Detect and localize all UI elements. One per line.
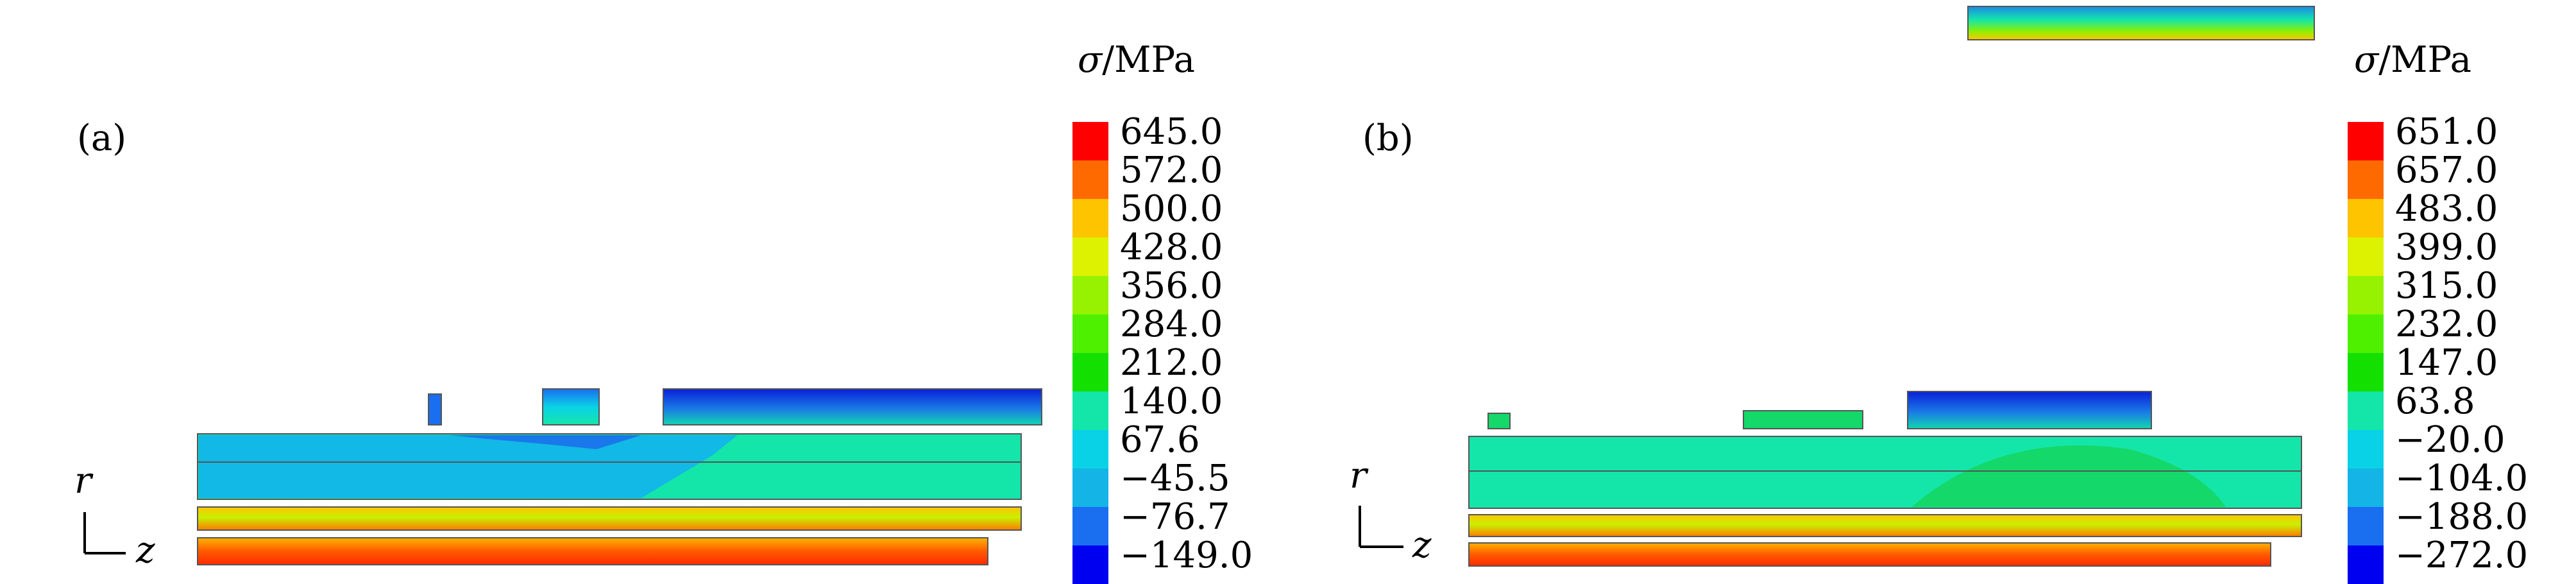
legend-tick: −188.0 xyxy=(2395,496,2529,538)
legend-swatch xyxy=(2348,276,2384,314)
r-axis-label: r xyxy=(74,460,92,502)
legend-swatch xyxy=(1072,122,1108,160)
main-body-dark-zone xyxy=(449,435,641,449)
top-block-2 xyxy=(542,388,600,425)
legend-tick: 500.0 xyxy=(1120,188,1223,230)
legend-swatch xyxy=(2348,237,2384,276)
legend-swatch xyxy=(2348,391,2384,430)
legend-swatch xyxy=(2348,468,2384,507)
stress-contour-plot-b xyxy=(1359,6,2315,567)
legend-color-bar xyxy=(1072,122,1108,584)
legend-tick: 232.0 xyxy=(2395,304,2498,345)
legend-tick: 572.0 xyxy=(1120,150,1223,191)
legend-swatch xyxy=(1072,545,1108,584)
legend-tick: −45.5 xyxy=(1120,458,1230,499)
r-axis-label: r xyxy=(1350,455,1367,497)
legend-tick: 147.0 xyxy=(2395,342,2498,384)
legend-color-bar xyxy=(2348,122,2384,584)
top-block-2 xyxy=(1743,410,1863,429)
legend-swatch xyxy=(1072,314,1108,353)
legend-tick: 428.0 xyxy=(1120,227,1223,268)
legend-swatch xyxy=(1072,507,1108,545)
sigma-symbol: σ xyxy=(1078,39,1103,81)
legend-swatch xyxy=(2348,430,2384,468)
legend-swatch xyxy=(2348,507,2384,545)
legend-tick: −104.0 xyxy=(2395,458,2529,499)
legend-tick: 483.0 xyxy=(2395,188,2498,230)
panel-b: (b) r z σ/MPa 651.0 657.0 483.0 399.0 31… xyxy=(1283,0,2576,584)
top-block-3 xyxy=(663,388,1042,425)
legend-swatch xyxy=(1072,468,1108,507)
legend-unit: σ/MPa xyxy=(2354,42,2471,78)
panel-a: (a) r z σ/MPa 645.0 572.0 500.0 428.0 35… xyxy=(0,0,1283,584)
legend-tick: −272.0 xyxy=(2395,535,2529,576)
legend-tick: 399.0 xyxy=(2395,227,2498,268)
legend-swatch xyxy=(1072,391,1108,430)
z-axis-label: z xyxy=(136,529,155,571)
unit-text: /MPa xyxy=(1102,39,1195,81)
legend-swatch xyxy=(1072,160,1108,199)
unit-text: /MPa xyxy=(2378,39,2471,81)
top-block-1 xyxy=(1487,413,1511,429)
sigma-symbol: σ xyxy=(2354,39,2379,81)
legend-swatch xyxy=(2348,122,2384,160)
floating-top-block xyxy=(1967,6,2315,40)
legend-tick: 315.0 xyxy=(2395,265,2498,307)
legend-tick: 63.8 xyxy=(2395,381,2475,422)
legend-swatch xyxy=(2348,353,2384,391)
main-body-blue-zone xyxy=(199,435,738,498)
legend-unit: σ/MPa xyxy=(1078,42,1195,78)
legend-tick: 284.0 xyxy=(1120,304,1223,345)
legend-swatch xyxy=(2348,545,2384,584)
legend-swatch xyxy=(2348,199,2384,237)
panel-label: (a) xyxy=(77,117,127,159)
middle-layer xyxy=(197,506,1022,531)
legend-swatch xyxy=(1072,199,1108,237)
legend-tick: −76.7 xyxy=(1120,496,1230,538)
z-axis-label: z xyxy=(1412,524,1432,566)
legend-tick: 212.0 xyxy=(1120,342,1223,384)
legend-swatch xyxy=(1072,276,1108,314)
top-block-3 xyxy=(1907,391,2152,429)
legend-tick: 645.0 xyxy=(1120,111,1223,153)
legend-swatch xyxy=(2348,160,2384,199)
top-block-1 xyxy=(428,393,442,425)
legend-tick: 651.0 xyxy=(2395,111,2498,153)
legend-tick: 67.6 xyxy=(1120,419,1200,461)
legend-tick: −20.0 xyxy=(2395,419,2505,461)
legend-tick: −149.0 xyxy=(1120,535,1253,576)
bottom-layer xyxy=(1468,542,2271,567)
legend-swatch xyxy=(2348,314,2384,353)
legend-tick: 140.0 xyxy=(1120,381,1223,422)
legend-swatch xyxy=(1072,237,1108,276)
legend-tick: 657.0 xyxy=(2395,150,2498,191)
legend-swatch xyxy=(1072,430,1108,468)
bottom-layer xyxy=(197,537,988,565)
stress-contour-plot-a xyxy=(83,388,1042,565)
middle-layer xyxy=(1468,514,2302,537)
legend-tick: 356.0 xyxy=(1120,265,1223,307)
panel-label: (b) xyxy=(1362,117,1414,159)
legend-swatch xyxy=(1072,353,1108,391)
main-body-green-zone xyxy=(1911,445,2226,507)
